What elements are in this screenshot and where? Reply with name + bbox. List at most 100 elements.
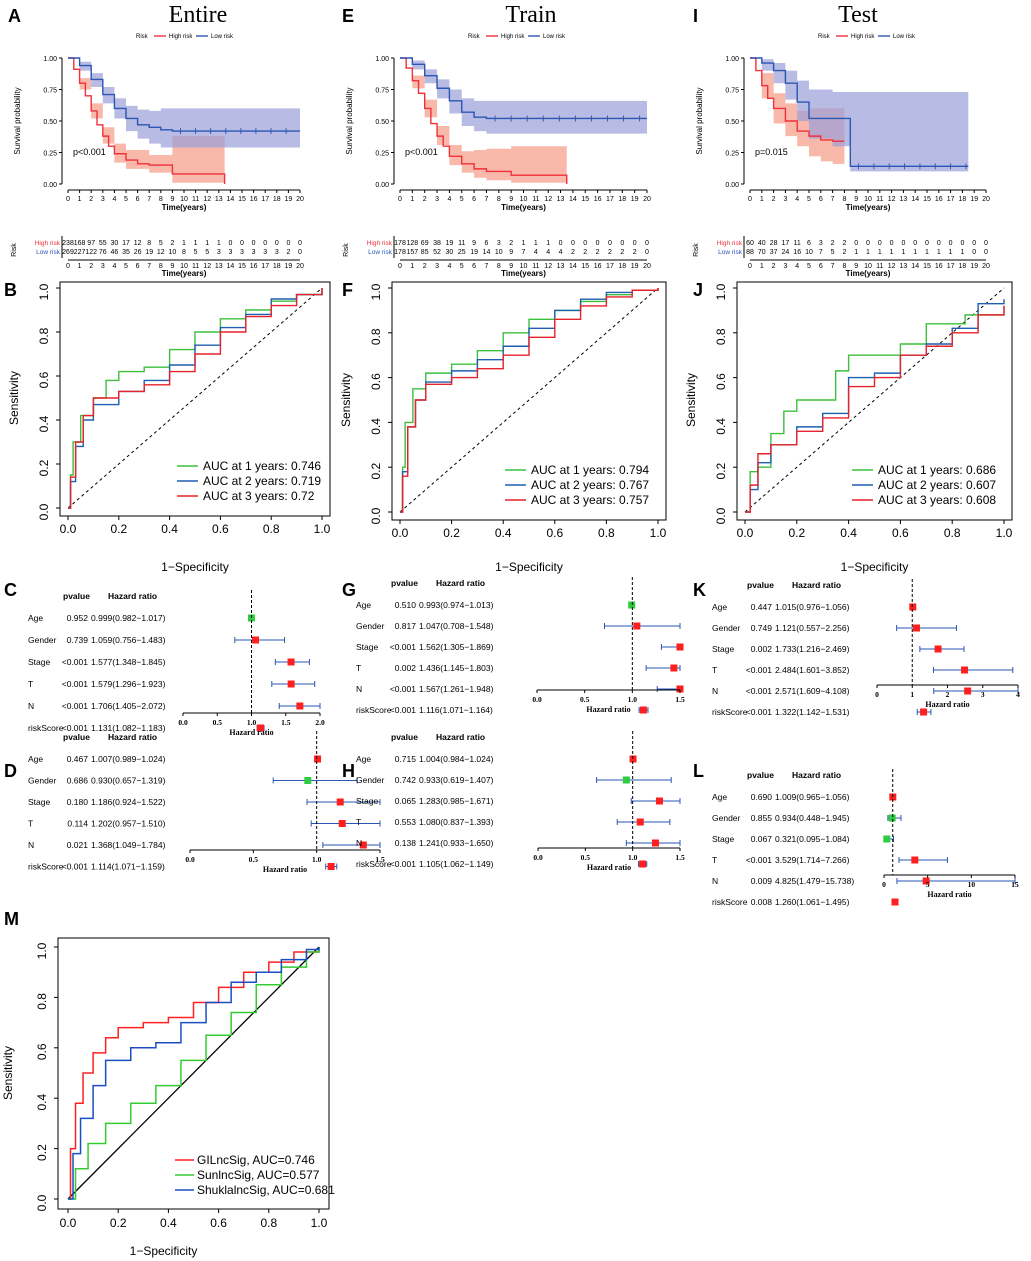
risk-count-high: 2 [842, 240, 846, 247]
legend-label: AUC at 2 years: 0.607 [878, 478, 996, 492]
x-tick-label: 8 [159, 196, 163, 203]
x-axis-label: Hazard ratio [925, 700, 969, 709]
x-tick-label: 20 [982, 196, 990, 203]
row-hazard-ratio: 1.105(1.062−1.149) [419, 859, 494, 869]
risk-count-low: 0 [972, 249, 976, 256]
risk-table-x-tick: 7 [831, 263, 835, 270]
x-tick-label: 3 [435, 196, 439, 203]
legend-title: Risk [468, 34, 481, 40]
row-label: Stage [712, 644, 734, 654]
hazard-ratio-marker [964, 687, 972, 695]
row-label: T [28, 819, 33, 829]
risk-count-high: 1 [182, 240, 186, 247]
row-hazard-ratio: 1.260(1.061−1.495) [775, 897, 850, 907]
row-label: Gender [356, 775, 385, 785]
x-axis-label: Hazard ratio [263, 865, 307, 874]
y-axis-label: Survival probability [345, 87, 354, 154]
risk-count-high: 3 [497, 240, 501, 247]
km-panel-a: A Entire Risk High risk Low risk 0.00 0.25 0.50… [8, 2, 304, 278]
x-tick-label: 0.2 [443, 526, 460, 540]
row-pvalue: <0.001 [62, 679, 89, 689]
row-hazard-ratio: 4.825(1.479−15.738) [775, 876, 854, 886]
x-tick-label: 5 [926, 880, 930, 889]
risk-count-low: 3 [240, 249, 244, 256]
risk-table-low-label: Low risk [718, 249, 743, 256]
low-risk-ci-band [68, 58, 300, 148]
x-tick-label: 13 [557, 196, 565, 203]
risk-count-high: 97 [87, 240, 95, 247]
x-tick-label: 6 [819, 196, 823, 203]
risk-count-low: 4 [559, 249, 563, 256]
x-tick-label: 0.5 [249, 855, 259, 864]
row-label: Stage [712, 834, 734, 844]
column-header-pvalue: pvalue [747, 580, 774, 590]
y-tick-label: 1.00 [725, 56, 739, 63]
row-label: N [712, 686, 718, 696]
x-axis-label: 1−Specificity [841, 560, 909, 574]
hazard-ratio-marker [304, 777, 312, 784]
hazard-ratio-marker [891, 898, 899, 906]
risk-table-low-label: Low risk [368, 249, 393, 256]
risk-table-x-tick: 12 [544, 263, 552, 270]
x-tick-label: 9 [509, 196, 513, 203]
risk-table-x-tick: 0 [66, 263, 70, 270]
diagonal-reference [67, 946, 320, 1200]
risk-table-x-tick: 19 [631, 263, 639, 270]
risk-table-x-tick: 20 [982, 263, 990, 270]
risk-table-x-tick: 7 [147, 263, 151, 270]
risk-count-low: 1 [890, 249, 894, 256]
x-tick-label: 12 [888, 196, 896, 203]
column-header-pvalue: pvalue [63, 591, 90, 601]
x-tick-label: 14 [569, 196, 577, 203]
row-label: T [712, 665, 717, 675]
risk-count-high: 0 [960, 240, 964, 247]
risk-count-high: 30 [111, 240, 119, 247]
risk-count-high: 12 [134, 240, 142, 247]
risk-count-low: 1 [866, 249, 870, 256]
hazard-ratio-marker [909, 603, 917, 611]
y-tick-label: 0.6 [35, 1043, 49, 1060]
x-tick-label: 16 [250, 196, 258, 203]
y-tick-label: 0.8 [369, 328, 383, 345]
x-tick-label: 0.0 [60, 522, 77, 536]
row-pvalue: 0.817 [395, 621, 417, 631]
x-tick-label: 0.4 [161, 522, 178, 536]
x-tick-label: 2 [89, 196, 93, 203]
risk-count-low: 7 [819, 249, 823, 256]
x-tick-label: 17 [261, 196, 269, 203]
x-tick-label: 1.0 [312, 855, 322, 864]
row-pvalue: 0.553 [395, 817, 417, 827]
row-label: riskScore [356, 859, 392, 869]
hazard-ratio-marker [922, 877, 930, 885]
risk-count-low: 26 [134, 249, 142, 256]
panel-letter: L [693, 761, 704, 781]
risk-table-x-tick: 10 [180, 263, 188, 270]
risk-count-low: 70 [758, 249, 766, 256]
x-tick-label: 1.0 [247, 718, 257, 727]
x-axis-label: 1−Specificity [161, 560, 229, 574]
risk-table-x-tick: 16 [594, 263, 602, 270]
column-header-pvalue: pvalue [747, 770, 774, 780]
y-tick-label: 1.0 [369, 283, 383, 300]
x-tick-label: 0 [882, 880, 886, 889]
x-tick-label: 0.0 [392, 526, 409, 540]
risk-table-x-tick: 5 [460, 263, 464, 270]
roc-curve-1 [68, 947, 320, 1200]
panel-title: Entire [169, 2, 228, 28]
risk-table-x-tick: 15 [923, 263, 931, 270]
hazard-ratio-marker [327, 863, 335, 870]
risk-count-low: 25 [458, 249, 466, 256]
risk-table-x-tick: 12 [888, 263, 896, 270]
risk-count-low: 2 [842, 249, 846, 256]
row-hazard-ratio: 1.283(0.985−1.671) [419, 796, 494, 806]
x-tick-label: 9 [854, 196, 858, 203]
risk-table-x-tick: 11 [876, 263, 883, 270]
y-tick-label: 0.4 [714, 418, 728, 435]
panel-letter: E [342, 6, 354, 26]
risk-count-low: 1 [925, 249, 929, 256]
x-tick-label: 19 [631, 196, 639, 203]
x-tick-label: 1.5 [675, 695, 685, 704]
x-tick-label: 15 [923, 196, 931, 203]
risk-table-x-tick: 0 [398, 263, 402, 270]
